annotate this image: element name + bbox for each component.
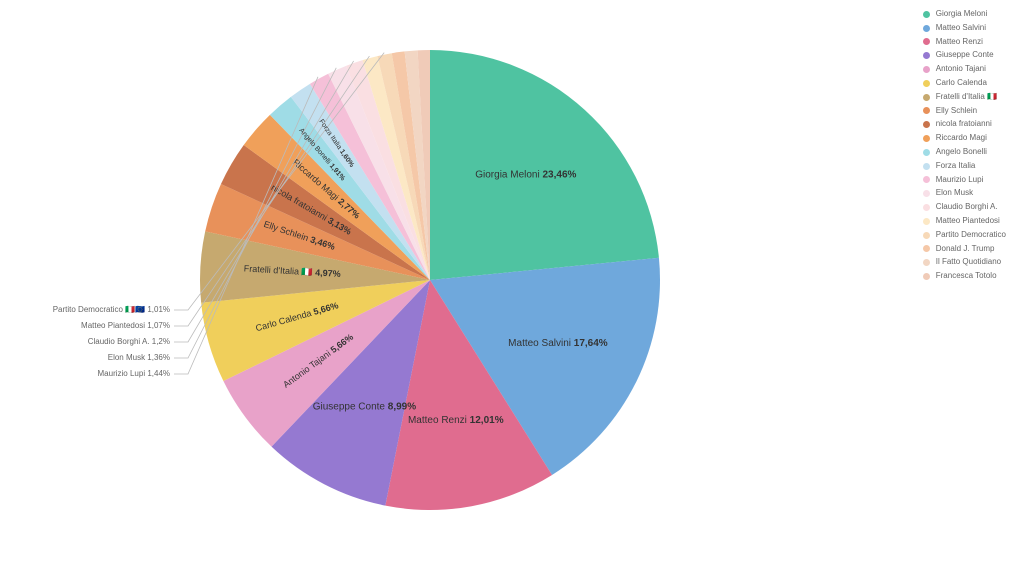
slice-label: Matteo Renzi 12,01% — [408, 415, 504, 426]
legend-label: Carlo Calenda — [936, 77, 987, 90]
legend-dot — [923, 94, 930, 101]
legend-label: Partito Democratico — [936, 229, 1006, 242]
legend-item: Angelo Bonelli — [923, 146, 1006, 159]
slice-label: Giuseppe Conte 8,99% — [313, 401, 417, 412]
legend-item: Claudio Borghi A. — [923, 201, 1006, 214]
legend-label: Elon Musk — [936, 187, 973, 200]
legend-item: Francesca Totolo — [923, 270, 1006, 283]
legend-label: Elly Schlein — [936, 105, 977, 118]
pie-chart: Giorgia Meloni 23,46% Matteo Salvini 17,6… — [0, 0, 1024, 568]
legend-dot — [923, 190, 930, 197]
legend-item: Matteo Renzi — [923, 36, 1006, 49]
legend-label: Forza Italia — [936, 160, 976, 173]
legend-dot — [923, 121, 930, 128]
legend-item: nicola fratoianni — [923, 118, 1006, 131]
legend-dot — [923, 107, 930, 114]
legend-label: Maurizio Lupi — [936, 174, 984, 187]
legend-item: Maurizio Lupi — [923, 174, 1006, 187]
legend-item: Elly Schlein — [923, 105, 1006, 118]
legend-label: Antonio Tajani — [936, 63, 986, 76]
legend-item: Antonio Tajani — [923, 63, 1006, 76]
legend-dot — [923, 149, 930, 156]
legend-label: Claudio Borghi A. — [936, 201, 998, 214]
external-slice-label: Matteo Piantedosi 1,07% — [81, 321, 170, 330]
external-slice-label: Maurizio Lupi 1,44% — [98, 369, 170, 378]
legend-dot — [923, 163, 930, 170]
legend-item: Donald J. Trump — [923, 243, 1006, 256]
legend-dot — [923, 25, 930, 32]
legend-label: Donald J. Trump — [936, 243, 995, 256]
legend-dot — [923, 218, 930, 225]
legend-label: Francesca Totolo — [936, 270, 997, 283]
legend-dot — [923, 176, 930, 183]
legend-dot — [923, 273, 930, 280]
external-slice-label: Claudio Borghi A. 1,2% — [88, 337, 170, 346]
legend-item: Matteo Salvini — [923, 22, 1006, 35]
legend-item: Giorgia Meloni — [923, 8, 1006, 21]
legend-label: nicola fratoianni — [936, 118, 992, 131]
legend-dot — [923, 135, 930, 142]
legend-item: Fratelli d'Italia 🇮🇹 — [923, 91, 1006, 104]
legend-label: Matteo Renzi — [936, 36, 983, 49]
legend-dot — [923, 232, 930, 239]
legend-item: Riccardo Magi — [923, 132, 1006, 145]
external-slice-label: Elon Musk 1,36% — [108, 353, 170, 362]
legend-dot — [923, 52, 930, 59]
legend-label: Matteo Salvini — [936, 22, 986, 35]
legend-item: Il Fatto Quotidiano — [923, 256, 1006, 269]
legend-dot — [923, 80, 930, 87]
legend-dot — [923, 66, 930, 73]
external-slice-label: Partito Democratico 🇮🇹🇪🇺 1,01% — [53, 305, 170, 314]
legend-dot — [923, 245, 930, 252]
legend-item: Matteo Piantedosi — [923, 215, 1006, 228]
legend-label: Fratelli d'Italia 🇮🇹 — [936, 91, 997, 104]
legend-dot — [923, 204, 930, 211]
legend-label: Matteo Piantedosi — [936, 215, 1000, 228]
legend-label: Riccardo Magi — [936, 132, 987, 145]
slice-label: Giorgia Meloni 23,46% — [475, 169, 576, 180]
legend-item: Elon Musk — [923, 187, 1006, 200]
legend-item: Forza Italia — [923, 160, 1006, 173]
legend-label: Angelo Bonelli — [936, 146, 987, 159]
legend: Giorgia MeloniMatteo SalviniMatteo Renzi… — [923, 8, 1006, 284]
legend-item: Carlo Calenda — [923, 77, 1006, 90]
legend-dot — [923, 259, 930, 266]
legend-label: Giuseppe Conte — [936, 49, 994, 62]
legend-dot — [923, 38, 930, 45]
legend-label: Il Fatto Quotidiano — [936, 256, 1001, 269]
legend-item: Partito Democratico — [923, 229, 1006, 242]
legend-dot — [923, 11, 930, 18]
pie-slice — [430, 50, 659, 280]
slice-label: Matteo Salvini 17,64% — [508, 338, 608, 349]
legend-item: Giuseppe Conte — [923, 49, 1006, 62]
legend-label: Giorgia Meloni — [936, 8, 988, 21]
